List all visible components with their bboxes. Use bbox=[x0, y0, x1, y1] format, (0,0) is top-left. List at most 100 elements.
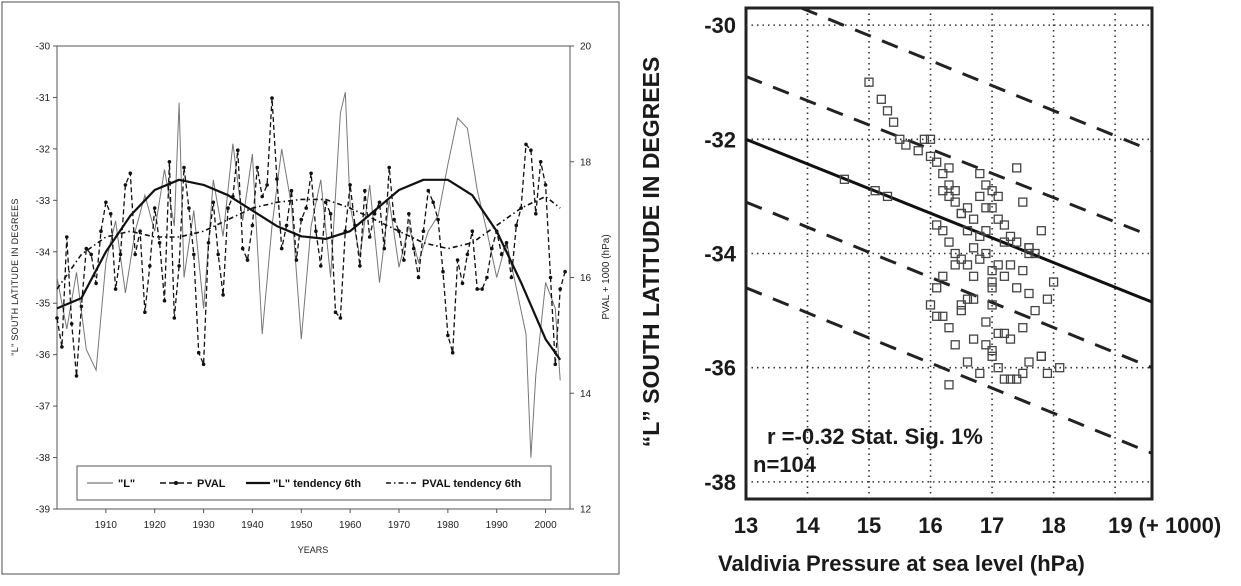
scatter-point bbox=[968, 294, 979, 304]
pval-marker bbox=[431, 200, 436, 205]
pval-marker bbox=[182, 165, 186, 170]
scatter-point bbox=[968, 271, 979, 281]
scatter-point bbox=[968, 243, 979, 253]
left-y-tick-label: -39 bbox=[36, 505, 51, 516]
pval-marker bbox=[382, 246, 387, 251]
pval-marker bbox=[60, 345, 64, 349]
pval-marker bbox=[514, 223, 519, 228]
pval-marker bbox=[265, 183, 269, 187]
left-y-tick-label: -35 bbox=[36, 299, 51, 310]
scatter-point bbox=[950, 260, 960, 270]
scatter-point bbox=[975, 368, 985, 379]
pval-marker bbox=[407, 212, 411, 216]
scatter-point bbox=[962, 260, 973, 270]
scatter-point bbox=[944, 163, 954, 173]
left-x-axis-label: YEARS bbox=[298, 545, 329, 555]
pval-marker bbox=[89, 252, 93, 257]
left-y-tick-label: -31 bbox=[36, 93, 51, 104]
pval-marker bbox=[69, 322, 74, 326]
scatter-point bbox=[944, 237, 954, 247]
latitude-vs-pressure-scatter-chart: -30 -32 -34 -36 -38 13 14 15 16 17 18 19 (+ 1000) “… bbox=[638, 6, 1221, 576]
scatter-point bbox=[1005, 334, 1016, 344]
right-scatter-points bbox=[839, 77, 1065, 390]
left-y-tick-label: -32 bbox=[36, 144, 51, 155]
pval-marker bbox=[240, 246, 245, 251]
series-pval-tendency-line bbox=[56, 195, 561, 290]
scatter-point bbox=[950, 186, 960, 196]
pval-marker bbox=[201, 362, 206, 367]
scatter-point bbox=[1018, 265, 1028, 276]
scatter-point bbox=[956, 254, 966, 264]
scatter-point bbox=[987, 300, 997, 310]
x-tick-label: 17 bbox=[980, 513, 1004, 538]
left-y-axis-label: "L" SOUTH LATITUDE IN DEGREES bbox=[10, 198, 20, 355]
right-y-tick-label: 16 bbox=[580, 273, 592, 284]
pval-marker bbox=[152, 206, 157, 210]
pval-marker bbox=[524, 142, 528, 147]
pval-marker bbox=[138, 229, 142, 233]
scatter-point bbox=[944, 191, 954, 202]
pval-marker bbox=[196, 350, 201, 355]
scatter-point bbox=[975, 191, 985, 202]
pval-marker bbox=[172, 316, 177, 320]
scatter-point bbox=[938, 186, 948, 196]
pval-marker bbox=[270, 96, 274, 100]
pval-marker bbox=[309, 171, 313, 176]
scatter-point bbox=[981, 203, 991, 213]
scatter-point bbox=[1005, 374, 1016, 384]
pval-marker bbox=[143, 310, 147, 315]
pval-marker bbox=[558, 287, 562, 291]
scatter-point bbox=[1024, 248, 1034, 259]
left-y-tick-label: -33 bbox=[36, 196, 51, 207]
x-tick-label: 13 bbox=[734, 513, 758, 538]
scatter-point bbox=[913, 146, 923, 156]
scatter-point bbox=[932, 220, 942, 230]
pval-marker bbox=[490, 246, 494, 251]
pval-marker bbox=[377, 200, 382, 205]
x-tick-label: 1920 bbox=[144, 520, 167, 531]
pval-marker bbox=[480, 287, 484, 291]
x-tick-label: 1970 bbox=[388, 520, 411, 531]
pval-marker bbox=[475, 287, 480, 291]
series-l-line bbox=[56, 92, 561, 458]
scatter-point bbox=[987, 283, 997, 293]
scatter-point bbox=[956, 300, 966, 310]
pval-marker bbox=[108, 212, 113, 216]
left-legend: "L" PVAL "L" tendency 6th PVAL tendency … bbox=[76, 465, 552, 501]
legend-label-l-tendency: "L" tendency 6th bbox=[273, 478, 361, 490]
scatter-point bbox=[1048, 277, 1059, 287]
scatter-point bbox=[999, 220, 1010, 230]
scatter-point bbox=[981, 180, 991, 190]
pval-marker bbox=[538, 160, 543, 164]
pval-marker bbox=[55, 316, 59, 320]
pval-marker bbox=[529, 148, 533, 152]
pval-marker bbox=[99, 229, 103, 233]
right-y-tick-label: 12 bbox=[580, 505, 592, 516]
pval-marker bbox=[260, 194, 265, 199]
left-y-tick-label: -36 bbox=[36, 350, 51, 361]
scatter-point bbox=[944, 323, 954, 333]
scatter-point bbox=[956, 305, 966, 316]
scatter-point bbox=[981, 340, 991, 350]
confidence-band-line bbox=[745, 200, 1153, 370]
x-tick-label: 15 bbox=[857, 513, 881, 538]
pval-marker bbox=[187, 206, 191, 210]
y-tick-label: -38 bbox=[704, 470, 736, 495]
correlation-annotation: r =-0.32 Stat. Sig. 1% bbox=[767, 424, 983, 449]
pval-marker bbox=[162, 298, 167, 303]
scatter-point bbox=[975, 231, 985, 242]
pval-marker bbox=[534, 212, 538, 216]
scatter-point bbox=[1024, 288, 1034, 299]
pval-marker bbox=[148, 264, 152, 268]
scatter-point bbox=[975, 168, 985, 179]
scatter-point bbox=[968, 334, 979, 344]
scatter-point bbox=[1055, 363, 1065, 373]
pval-marker bbox=[250, 223, 255, 228]
pval-marker bbox=[367, 235, 372, 239]
y-tick-label: -36 bbox=[704, 356, 736, 381]
scatter-point bbox=[1024, 357, 1034, 367]
pval-marker bbox=[465, 252, 470, 257]
pval-marker bbox=[236, 148, 240, 152]
pval-marker bbox=[402, 258, 406, 262]
scatter-point bbox=[987, 277, 997, 287]
